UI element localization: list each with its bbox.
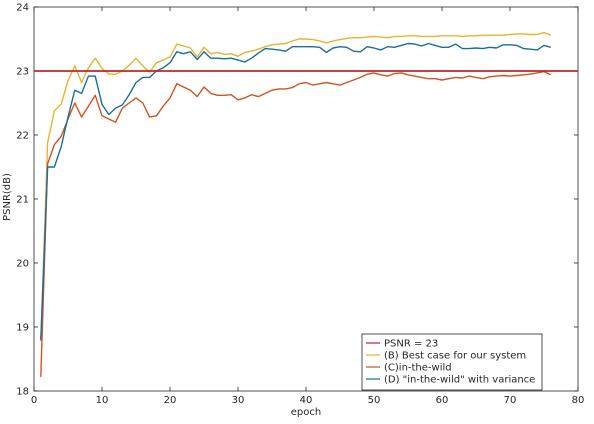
axes	[33, 6, 579, 392]
y-tick-label: 18	[16, 387, 29, 398]
tick-labels: 0 10 20 30 40 50 60 70 80 18 19 20 21 22 23 24	[16, 3, 584, 407]
plot-frame	[33, 6, 579, 392]
y-tick-label: 19	[16, 323, 29, 334]
x-tick-label: 80	[572, 395, 585, 406]
series-line-1	[40, 70, 552, 377]
x-tick-label: 50	[368, 395, 381, 406]
legend-label-d: (D) "in-the-wild" with variance	[384, 375, 535, 386]
legend-label-ref: PSNR = 23	[384, 339, 438, 350]
y-tick-label: 22	[16, 131, 29, 142]
y-tick-label: 21	[16, 195, 29, 206]
y-axis-label: PSNR(dB)	[2, 173, 13, 221]
legend-box	[361, 333, 543, 391]
y-tick-label: 24	[16, 3, 29, 14]
x-tick-label: 30	[232, 395, 245, 406]
legend: PSNR = 23 (B) Best case for our system (…	[361, 333, 543, 391]
x-tick-label: 70	[504, 395, 517, 406]
x-tick-label: 10	[96, 395, 109, 406]
x-tick-label: 0	[31, 395, 37, 406]
series-line-2	[40, 42, 551, 340]
x-axis-label: epoch	[291, 407, 321, 418]
x-tick-label: 20	[164, 395, 177, 406]
series-line-0	[40, 31, 552, 342]
y-tick-label: 23	[16, 67, 29, 78]
x-tick-label: 40	[300, 395, 313, 406]
x-tick-label: 60	[436, 395, 449, 406]
series-lines	[40, 31, 552, 377]
legend-label-c: (C)in-the-wild	[384, 363, 452, 374]
y-tick-label: 20	[16, 259, 29, 270]
legend-label-b: (B) Best case for our system	[384, 351, 526, 362]
